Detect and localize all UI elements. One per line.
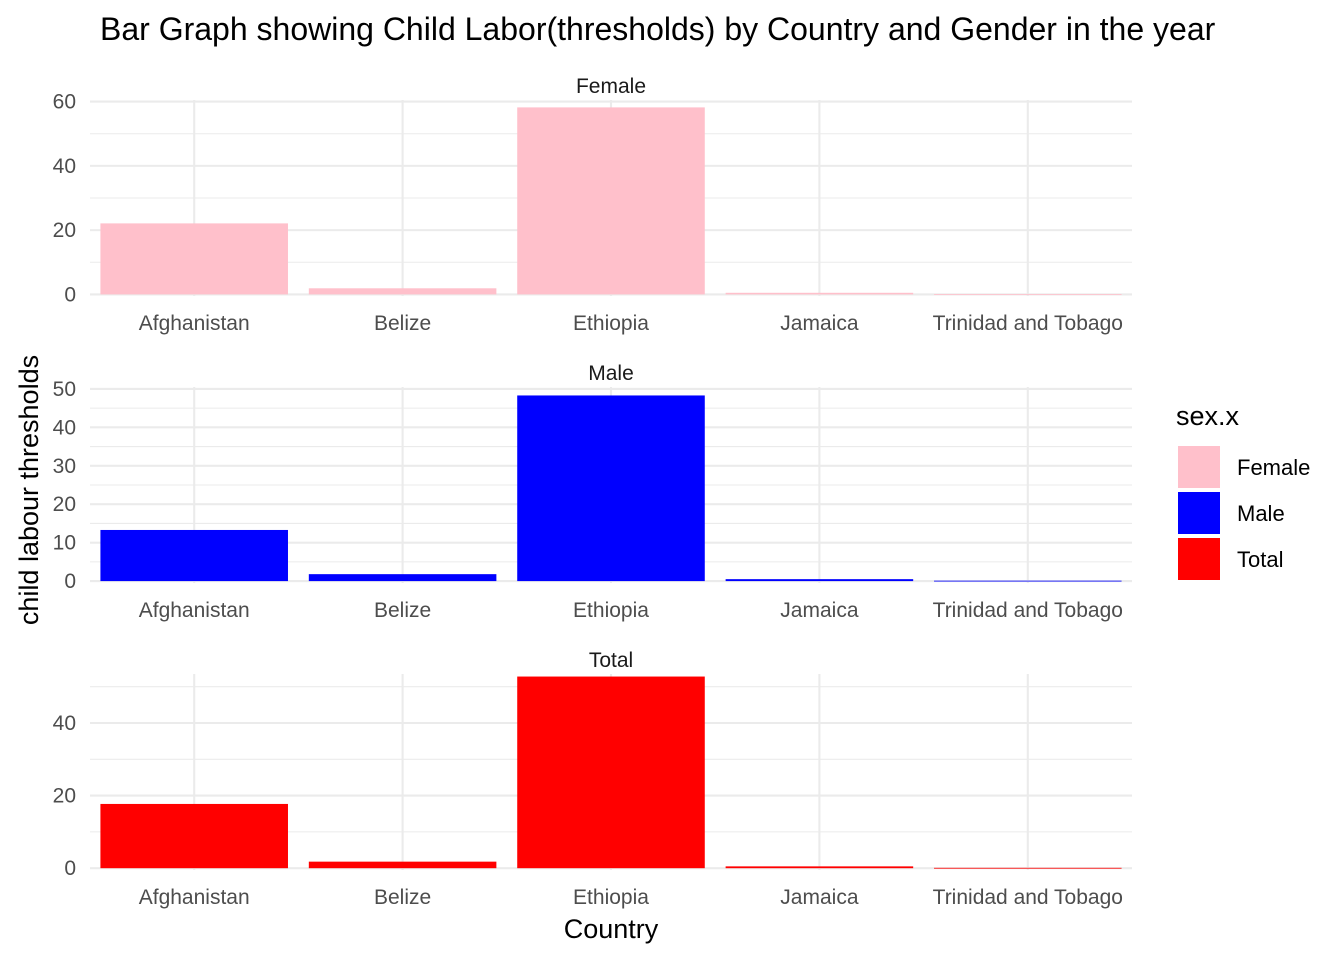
x-tick-label: Ethiopia [573, 886, 649, 909]
bar-male-ethiopia [517, 395, 705, 582]
y-tick-label: 0 [64, 857, 76, 880]
x-tick-label: Afghanistan [139, 886, 250, 909]
bar-female-belize [308, 288, 497, 295]
legend-label-total: Total [1237, 547, 1283, 572]
y-tick-label: 40 [53, 712, 76, 735]
legend-key-female [1178, 446, 1220, 488]
y-tick-label: 30 [53, 455, 76, 478]
bar-male-afghanistan [100, 529, 288, 582]
y-tick-label: 60 [53, 91, 76, 114]
y-tick-label: 20 [53, 219, 76, 242]
legend-title: sex.x [1176, 401, 1240, 431]
bar-male-trinidad-and-tobago [934, 580, 1122, 582]
x-tick-label: Trinidad and Tobago [933, 886, 1123, 909]
x-tick-label: Belize [374, 312, 431, 335]
bar-female-trinidad-and-tobago [934, 294, 1122, 295]
y-tick-label: 40 [53, 155, 76, 178]
y-tick-label: 50 [53, 378, 76, 401]
bar-total-belize [308, 861, 497, 869]
y-tick-label: 20 [53, 785, 76, 808]
x-tick-label: Trinidad and Tobago [933, 312, 1123, 335]
x-tick-label: Jamaica [780, 886, 859, 909]
y-tick-label: 40 [53, 416, 76, 439]
legend-label-male: Male [1237, 501, 1285, 526]
x-tick-label: Ethiopia [573, 599, 649, 622]
bar-male-jamaica [725, 579, 914, 582]
x-tick-label: Jamaica [780, 599, 859, 622]
facet-strip-label: Total [589, 649, 633, 672]
legend: sex.x Female Male Total [1176, 401, 1310, 580]
chart-title: Bar Graph showing Child Labor(thresholds… [100, 11, 1216, 47]
bar-total-ethiopia [517, 676, 705, 869]
bar-female-ethiopia [517, 107, 705, 295]
x-tick-label: Afghanistan [139, 312, 250, 335]
bar-female-afghanistan [100, 223, 288, 295]
x-tick-label: Jamaica [780, 312, 859, 335]
legend-label-female: Female [1237, 455, 1310, 480]
y-tick-label: 10 [53, 532, 76, 555]
bar-total-afghanistan [100, 803, 288, 869]
legend-key-total [1178, 538, 1220, 580]
facet-panel-male: 0 10 20 30 40 50 Male Afghanistan Belize Ethiopia… [53, 362, 1132, 622]
facet-strip-label: Male [588, 362, 634, 385]
x-tick-label: Afghanistan [139, 599, 250, 622]
bar-female-jamaica [725, 292, 914, 295]
facet-strip-label: Female [576, 75, 646, 98]
facet-panel-female: 0 20 40 60 Female Afghanistan Belize Ethiopia Ja… [53, 75, 1132, 335]
y-tick-label: 20 [53, 493, 76, 516]
bar-total-jamaica [725, 866, 914, 869]
y-axis-title: child labour thresholds [14, 355, 44, 625]
x-tick-label: Belize [374, 599, 431, 622]
bar-total-trinidad-and-tobago [934, 867, 1122, 869]
x-tick-label: Trinidad and Tobago [933, 599, 1123, 622]
x-tick-label: Belize [374, 886, 431, 909]
x-axis-title: Country [564, 914, 659, 944]
y-tick-label: 0 [64, 570, 76, 593]
facets-layer: 0 20 40 60 Female Afghanistan Belize Ethiopia Ja… [53, 75, 1132, 909]
legend-key-male [1178, 492, 1220, 534]
bar-male-belize [308, 574, 497, 582]
x-tick-label: Ethiopia [573, 312, 649, 335]
facet-panel-total: 0 20 40 Total Afghanistan Belize Ethiopia Jamai… [53, 649, 1132, 909]
y-tick-label: 0 [64, 283, 76, 306]
